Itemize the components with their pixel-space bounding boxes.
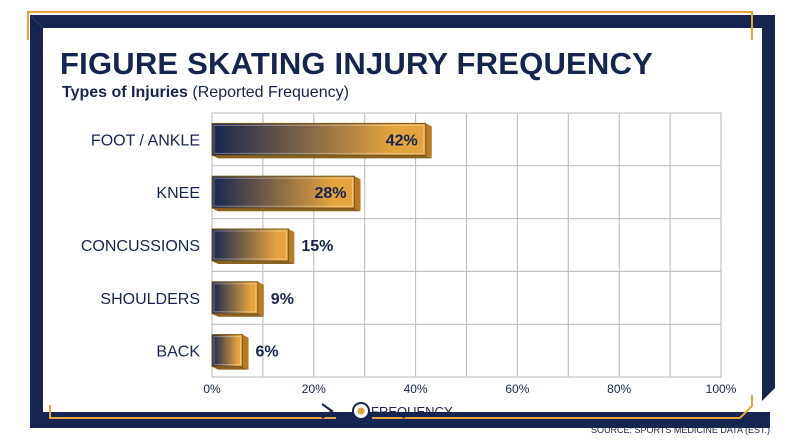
bar-value-label: 15% bbox=[301, 238, 333, 255]
category-label: CONCUSSIONS bbox=[81, 238, 200, 255]
category-label: FOOT / ANKLE bbox=[91, 132, 200, 149]
bar bbox=[211, 122, 427, 156]
chart-title: FIGURE SKATING INJURY FREQUENCY bbox=[60, 46, 653, 81]
bar-highlight bbox=[213, 336, 242, 366]
x-tick-label: 40% bbox=[404, 382, 428, 396]
bar-highlight bbox=[213, 177, 354, 207]
bar-highlight bbox=[213, 283, 257, 313]
bar bbox=[211, 175, 356, 209]
bar bbox=[211, 228, 289, 262]
bar-end-face bbox=[425, 123, 432, 159]
target-dot-icon bbox=[357, 407, 365, 415]
category-label: KNEE bbox=[156, 185, 200, 202]
bar-bottom-face bbox=[212, 155, 432, 159]
chart-subtitle: Types of Injuries (Reported Frequency) bbox=[62, 84, 349, 102]
frame-gold-line-bottom-left bbox=[49, 405, 336, 419]
x-tick-label: 80% bbox=[607, 382, 631, 396]
x-axis-label: FREQUENCY bbox=[371, 404, 453, 419]
bar-highlight bbox=[213, 230, 287, 260]
bar-bottom-face bbox=[212, 208, 361, 212]
category-label: SHOULDERS bbox=[100, 291, 200, 308]
bar-value-label: 42% bbox=[386, 132, 418, 149]
bar-end-face bbox=[354, 176, 361, 212]
frequency-axis-marker bbox=[321, 402, 370, 420]
frame-gold-line-top bbox=[27, 11, 753, 40]
bar-end-face bbox=[242, 334, 249, 370]
frame-gold-line-corner bbox=[739, 395, 753, 419]
bar-bottom-face bbox=[212, 313, 264, 317]
bar-end-face bbox=[257, 281, 264, 317]
grid bbox=[211, 112, 722, 378]
labels: 0% 20% 40% 60% 80% 100% FOOT / ANKLE 42% KNEE 28%… bbox=[81, 132, 737, 396]
subtitle-bold: Types of Injuries bbox=[62, 84, 188, 101]
bar-value-label: 6% bbox=[256, 344, 279, 361]
subtitle-rest: (Reported Frequency) bbox=[192, 84, 349, 101]
arrow-icon bbox=[321, 403, 334, 419]
bar-bottom-face bbox=[212, 366, 249, 370]
x-tick-label: 100% bbox=[706, 382, 737, 396]
bars bbox=[211, 122, 432, 370]
bar-value-label: 9% bbox=[271, 291, 294, 308]
x-tick-label: 0% bbox=[203, 382, 221, 396]
bar-highlight bbox=[213, 124, 425, 154]
x-tick-label: 20% bbox=[302, 382, 326, 396]
bar bbox=[211, 281, 259, 315]
x-tick-label: 60% bbox=[505, 382, 529, 396]
source-note: SOURCE: SPORTS MEDICINE DATA (EST.) bbox=[590, 425, 770, 435]
bar-end-face bbox=[288, 229, 295, 264]
bar-bottom-face bbox=[212, 261, 295, 264]
bar-value-label: 28% bbox=[314, 185, 346, 202]
category-label: BACK bbox=[156, 344, 200, 361]
bar bbox=[211, 334, 244, 368]
